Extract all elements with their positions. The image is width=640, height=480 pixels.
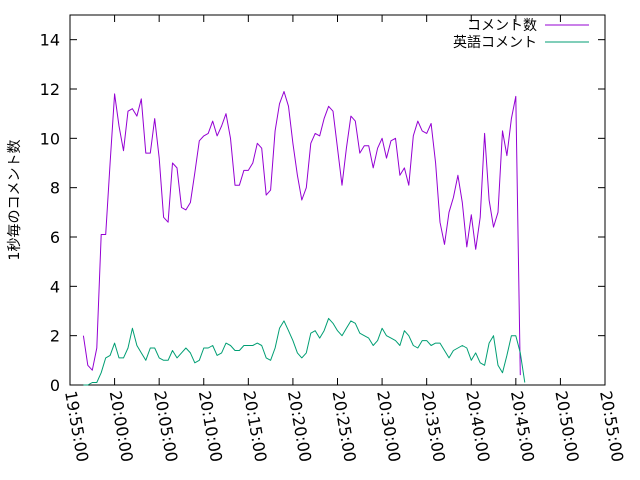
- y-tick-label: 4: [50, 277, 60, 296]
- x-tick-label: 20:15:00: [239, 389, 270, 463]
- x-tick-label: 20:20:00: [284, 389, 315, 463]
- y-tick-label: 10: [40, 129, 60, 148]
- x-tick-label: 20:05:00: [150, 389, 181, 463]
- x-tick-label: 20:35:00: [418, 389, 449, 463]
- x-tick-label: 20:30:00: [373, 389, 404, 463]
- y-tick-label: 0: [50, 376, 60, 395]
- legend-label-1: コメント数: [467, 18, 537, 34]
- y-tick-label: 12: [40, 80, 60, 99]
- y-tick-label: 2: [50, 327, 60, 346]
- plot-frame: [69, 14, 606, 386]
- y-tick-label: 14: [40, 31, 60, 50]
- y-axis-label: 1秒毎のコメント数: [7, 140, 23, 261]
- series-group: [82, 91, 526, 386]
- axes: 0 2 4 6 8 10 12 14 19:55:00 20:00:00 20:05:00 20:10…: [40, 14, 627, 463]
- x-tick-label: 20:00:00: [106, 389, 137, 463]
- x-tick-label: 20:10:00: [195, 389, 226, 463]
- x-tick-label: 20:25:00: [329, 389, 360, 463]
- series-line-2: [83, 317, 526, 386]
- y-tick-label: 6: [50, 228, 60, 247]
- y-tick-label: 8: [50, 179, 60, 198]
- x-tick-label: 20:55:00: [596, 389, 627, 463]
- x-tick-label: 20:50:00: [551, 389, 582, 463]
- legend-label-2: 英語コメント: [453, 34, 537, 51]
- x-tick-label: 19:55:00: [61, 389, 92, 463]
- x-tick-label: 20:45:00: [507, 389, 538, 463]
- x-tick-label: 20:40:00: [462, 389, 493, 463]
- series-line-1: [82, 91, 521, 376]
